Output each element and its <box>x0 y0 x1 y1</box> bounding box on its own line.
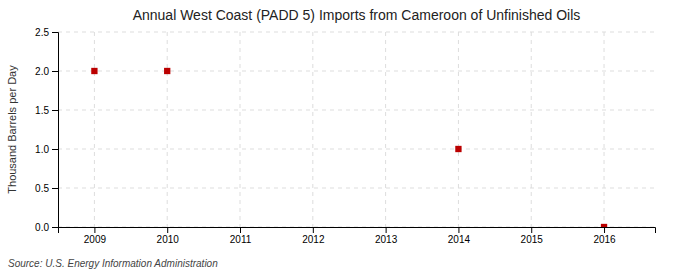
tick-mark <box>52 110 58 111</box>
grid-line-y <box>58 32 655 33</box>
grid-line-x <box>240 32 241 227</box>
tick: 1.0 <box>35 144 58 155</box>
tick-mark <box>313 227 314 233</box>
tick: 2009 <box>84 227 107 245</box>
tick-mark <box>531 227 532 233</box>
grid-line-y <box>58 188 655 189</box>
tick-label: 2009 <box>84 234 107 245</box>
tick-label: 0.0 <box>35 222 49 233</box>
tick: 2013 <box>375 227 398 245</box>
tick: 0.0 <box>35 222 58 233</box>
tick: 2012 <box>302 227 325 245</box>
grid-line-x <box>167 32 168 227</box>
tick: 2015 <box>521 227 544 245</box>
tick-label: 1.5 <box>35 105 49 116</box>
grid-line-x <box>604 32 605 227</box>
axis-line <box>52 33 59 228</box>
tick: 0.5 <box>35 183 58 194</box>
tick-mark <box>386 227 387 233</box>
tick-label: 2012 <box>302 234 325 245</box>
tick: 2.0 <box>35 66 58 77</box>
grid-line-y <box>58 110 655 111</box>
source-note: Source: U.S. Energy Information Administ… <box>8 258 218 269</box>
plot-area: 2009 2010 2011 2012 2013 2014 2015 2016 0.0 0.5 1.… <box>35 27 655 245</box>
tick-mark <box>52 149 58 150</box>
point <box>601 224 607 227</box>
tick-mark <box>167 227 168 233</box>
tick-mark <box>52 32 58 33</box>
axis-line <box>59 228 656 234</box>
points <box>91 68 607 227</box>
tick: 2016 <box>593 227 616 245</box>
tick-label: 2011 <box>230 234 252 245</box>
tick-label: 1.0 <box>35 144 49 155</box>
tick-mark <box>604 227 605 233</box>
tick: 2014 <box>448 227 471 245</box>
tick-label: 2010 <box>157 234 180 245</box>
tick: 2.5 <box>35 27 58 38</box>
tick-mark <box>52 71 58 72</box>
grid-line-x <box>312 32 313 227</box>
point <box>164 68 170 74</box>
tick-mark <box>52 188 58 189</box>
tick-label: 2016 <box>593 234 616 245</box>
grid-line-x <box>94 32 95 227</box>
tick-mark <box>94 227 95 233</box>
tick: 1.5 <box>35 105 58 116</box>
tick: 2011 <box>230 227 252 245</box>
tick-label: 2.0 <box>35 66 49 77</box>
grid-line-x <box>531 32 532 227</box>
grid-line-x <box>458 32 459 227</box>
tick-mark <box>240 227 241 233</box>
chart: 2009 2010 2011 2012 2013 2014 2015 2016 0.0 0.5 1.… <box>0 0 675 275</box>
tick-label: 2.5 <box>35 27 49 38</box>
tick-mark <box>52 227 58 228</box>
tick-label: 2013 <box>375 234 398 245</box>
grid-line-x <box>385 32 386 227</box>
grid-line-y <box>58 149 655 150</box>
grid-line-y <box>58 71 655 72</box>
grid <box>58 32 655 227</box>
tick: 2010 <box>157 227 180 245</box>
point <box>91 68 97 74</box>
y-axis-label: Thousand Barrels per Day <box>6 65 18 194</box>
tick-label: 0.5 <box>35 183 49 194</box>
tick-mark <box>458 227 459 233</box>
tick-label: 2015 <box>521 234 544 245</box>
x-axis: 2009 2010 2011 2012 2013 2014 2015 2016 <box>59 227 656 245</box>
point <box>455 146 461 152</box>
title: Annual West Coast (PADD 5) Imports from … <box>133 7 581 23</box>
y-axis: 0.0 0.5 1.0 1.5 2.0 2.5 <box>35 27 58 233</box>
tick-label: 2014 <box>448 234 471 245</box>
